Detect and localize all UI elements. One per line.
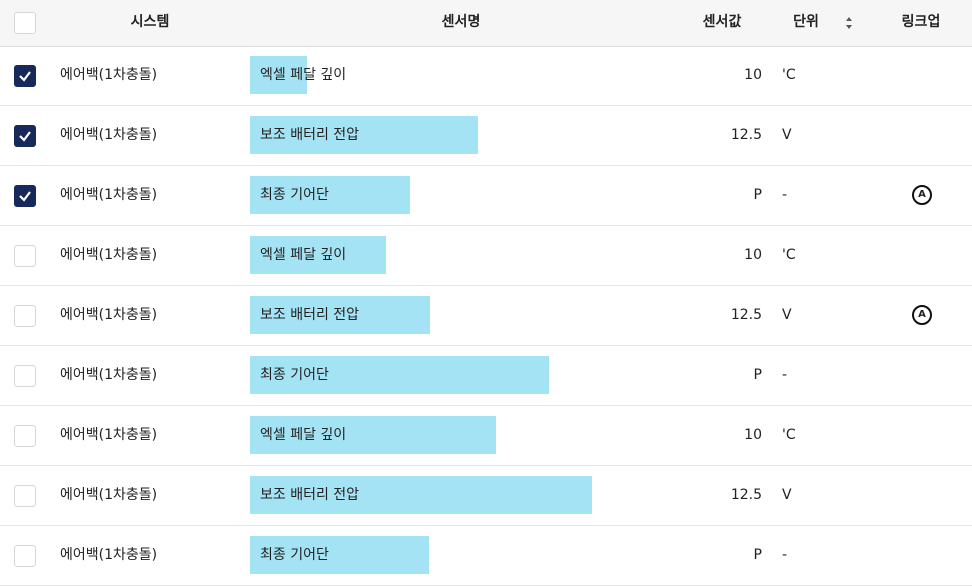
- unit: V: [782, 127, 792, 143]
- sort-icon[interactable]: [845, 16, 853, 30]
- row-checkbox[interactable]: [14, 125, 36, 147]
- system-name: 에어백(1차충돌): [60, 427, 158, 443]
- row-checkbox[interactable]: [14, 485, 36, 507]
- sensor-bar: [250, 56, 307, 94]
- unit: -: [782, 367, 788, 383]
- table-row: 에어백(1차충돌) 보조 배터리 전압 12.5 V: [0, 106, 972, 166]
- select-all-checkbox[interactable]: [14, 12, 36, 34]
- sensor-bar: [250, 236, 386, 274]
- unit: V: [782, 487, 792, 503]
- row-checkbox[interactable]: [14, 365, 36, 387]
- check-mark: [19, 131, 31, 142]
- sensor-bar: [250, 356, 549, 394]
- sensor-value: 12.5: [730, 307, 762, 323]
- unit: -: [782, 187, 788, 203]
- sensor-value: P: [753, 547, 762, 563]
- unit: V: [782, 307, 792, 323]
- linkup-icon[interactable]: A: [912, 185, 932, 205]
- column-header: 센서명: [441, 14, 481, 30]
- system-name: 에어백(1차충돌): [60, 307, 158, 323]
- table-row: 에어백(1차충돌) 최종 기어단 P -: [0, 346, 972, 406]
- table-row: 에어백(1차충돌) 엑셀 페달 깊이 10 'C: [0, 226, 972, 286]
- sensor-bar: [250, 296, 430, 334]
- unit: 'C: [782, 247, 796, 263]
- sensor-name: 엑셀 페달 깊이: [260, 427, 347, 443]
- table-row: 에어백(1차충돌) 최종 기어단 P -: [0, 526, 972, 586]
- check-mark: [19, 71, 31, 82]
- system-name: 에어백(1차충돌): [60, 67, 158, 83]
- row-checkbox[interactable]: [14, 305, 36, 327]
- sensor-bar: [250, 536, 429, 574]
- table-row: 에어백(1차충돌) 엑셀 페달 깊이 10 'C: [0, 46, 972, 106]
- table-row: 에어백(1차충돌) 보조 배터리 전압 12.5 V A: [0, 286, 972, 346]
- column-header: 센서값: [702, 14, 742, 30]
- unit: -: [782, 547, 788, 563]
- system-name: 에어백(1차충돌): [60, 187, 158, 203]
- table-row: 에어백(1차충돌) 엑셀 페달 깊이 10 'C: [0, 406, 972, 466]
- check-mark: [19, 191, 31, 202]
- sensor-name: 보조 배터리 전압: [260, 127, 360, 143]
- column-header: 단위: [793, 14, 819, 30]
- sensor-name: 엑셀 페달 깊이: [260, 247, 347, 263]
- sensor-value: 10: [744, 247, 762, 263]
- sensor-value: P: [753, 187, 762, 203]
- column-header: 링크업: [901, 14, 941, 30]
- row-checkbox[interactable]: [14, 245, 36, 267]
- sensor-name: 보조 배터리 전압: [260, 307, 360, 323]
- column-header: 시스템: [130, 14, 170, 30]
- unit: 'C: [782, 67, 796, 83]
- sensor-name: 최종 기어단: [260, 187, 329, 203]
- sensor-value: P: [753, 367, 762, 383]
- linkup-icon[interactable]: A: [912, 305, 932, 325]
- system-name: 에어백(1차충돌): [60, 367, 158, 383]
- sensor-name: 최종 기어단: [260, 367, 329, 383]
- sensor-bar: [250, 176, 410, 214]
- system-name: 에어백(1차충돌): [60, 127, 158, 143]
- sensor-value: 12.5: [730, 127, 762, 143]
- header-row: 시스템 센서명 센서값 단위 링크업: [0, 0, 972, 47]
- row-checkbox[interactable]: [14, 65, 36, 87]
- system-name: 에어백(1차충돌): [60, 487, 158, 503]
- sensor-bar: [250, 476, 592, 514]
- sensor-name: 최종 기어단: [260, 547, 329, 563]
- sensor-value: 10: [744, 427, 762, 443]
- system-name: 에어백(1차충돌): [60, 547, 158, 563]
- sensor-bar: [250, 116, 478, 154]
- unit: 'C: [782, 427, 796, 443]
- row-checkbox[interactable]: [14, 425, 36, 447]
- sensor-name: 보조 배터리 전압: [260, 487, 360, 503]
- sensor-value: 10: [744, 67, 762, 83]
- row-checkbox[interactable]: [14, 545, 36, 567]
- table-row: 에어백(1차충돌) 보조 배터리 전압 12.5 V: [0, 466, 972, 526]
- sensor-name: 엑셀 페달 깊이: [260, 67, 347, 83]
- system-name: 에어백(1차충돌): [60, 247, 158, 263]
- sensor-value: 12.5: [730, 487, 762, 503]
- table-row: 에어백(1차충돌) 최종 기어단 P - A: [0, 166, 972, 226]
- row-checkbox[interactable]: [14, 185, 36, 207]
- sensor-bar: [250, 416, 496, 454]
